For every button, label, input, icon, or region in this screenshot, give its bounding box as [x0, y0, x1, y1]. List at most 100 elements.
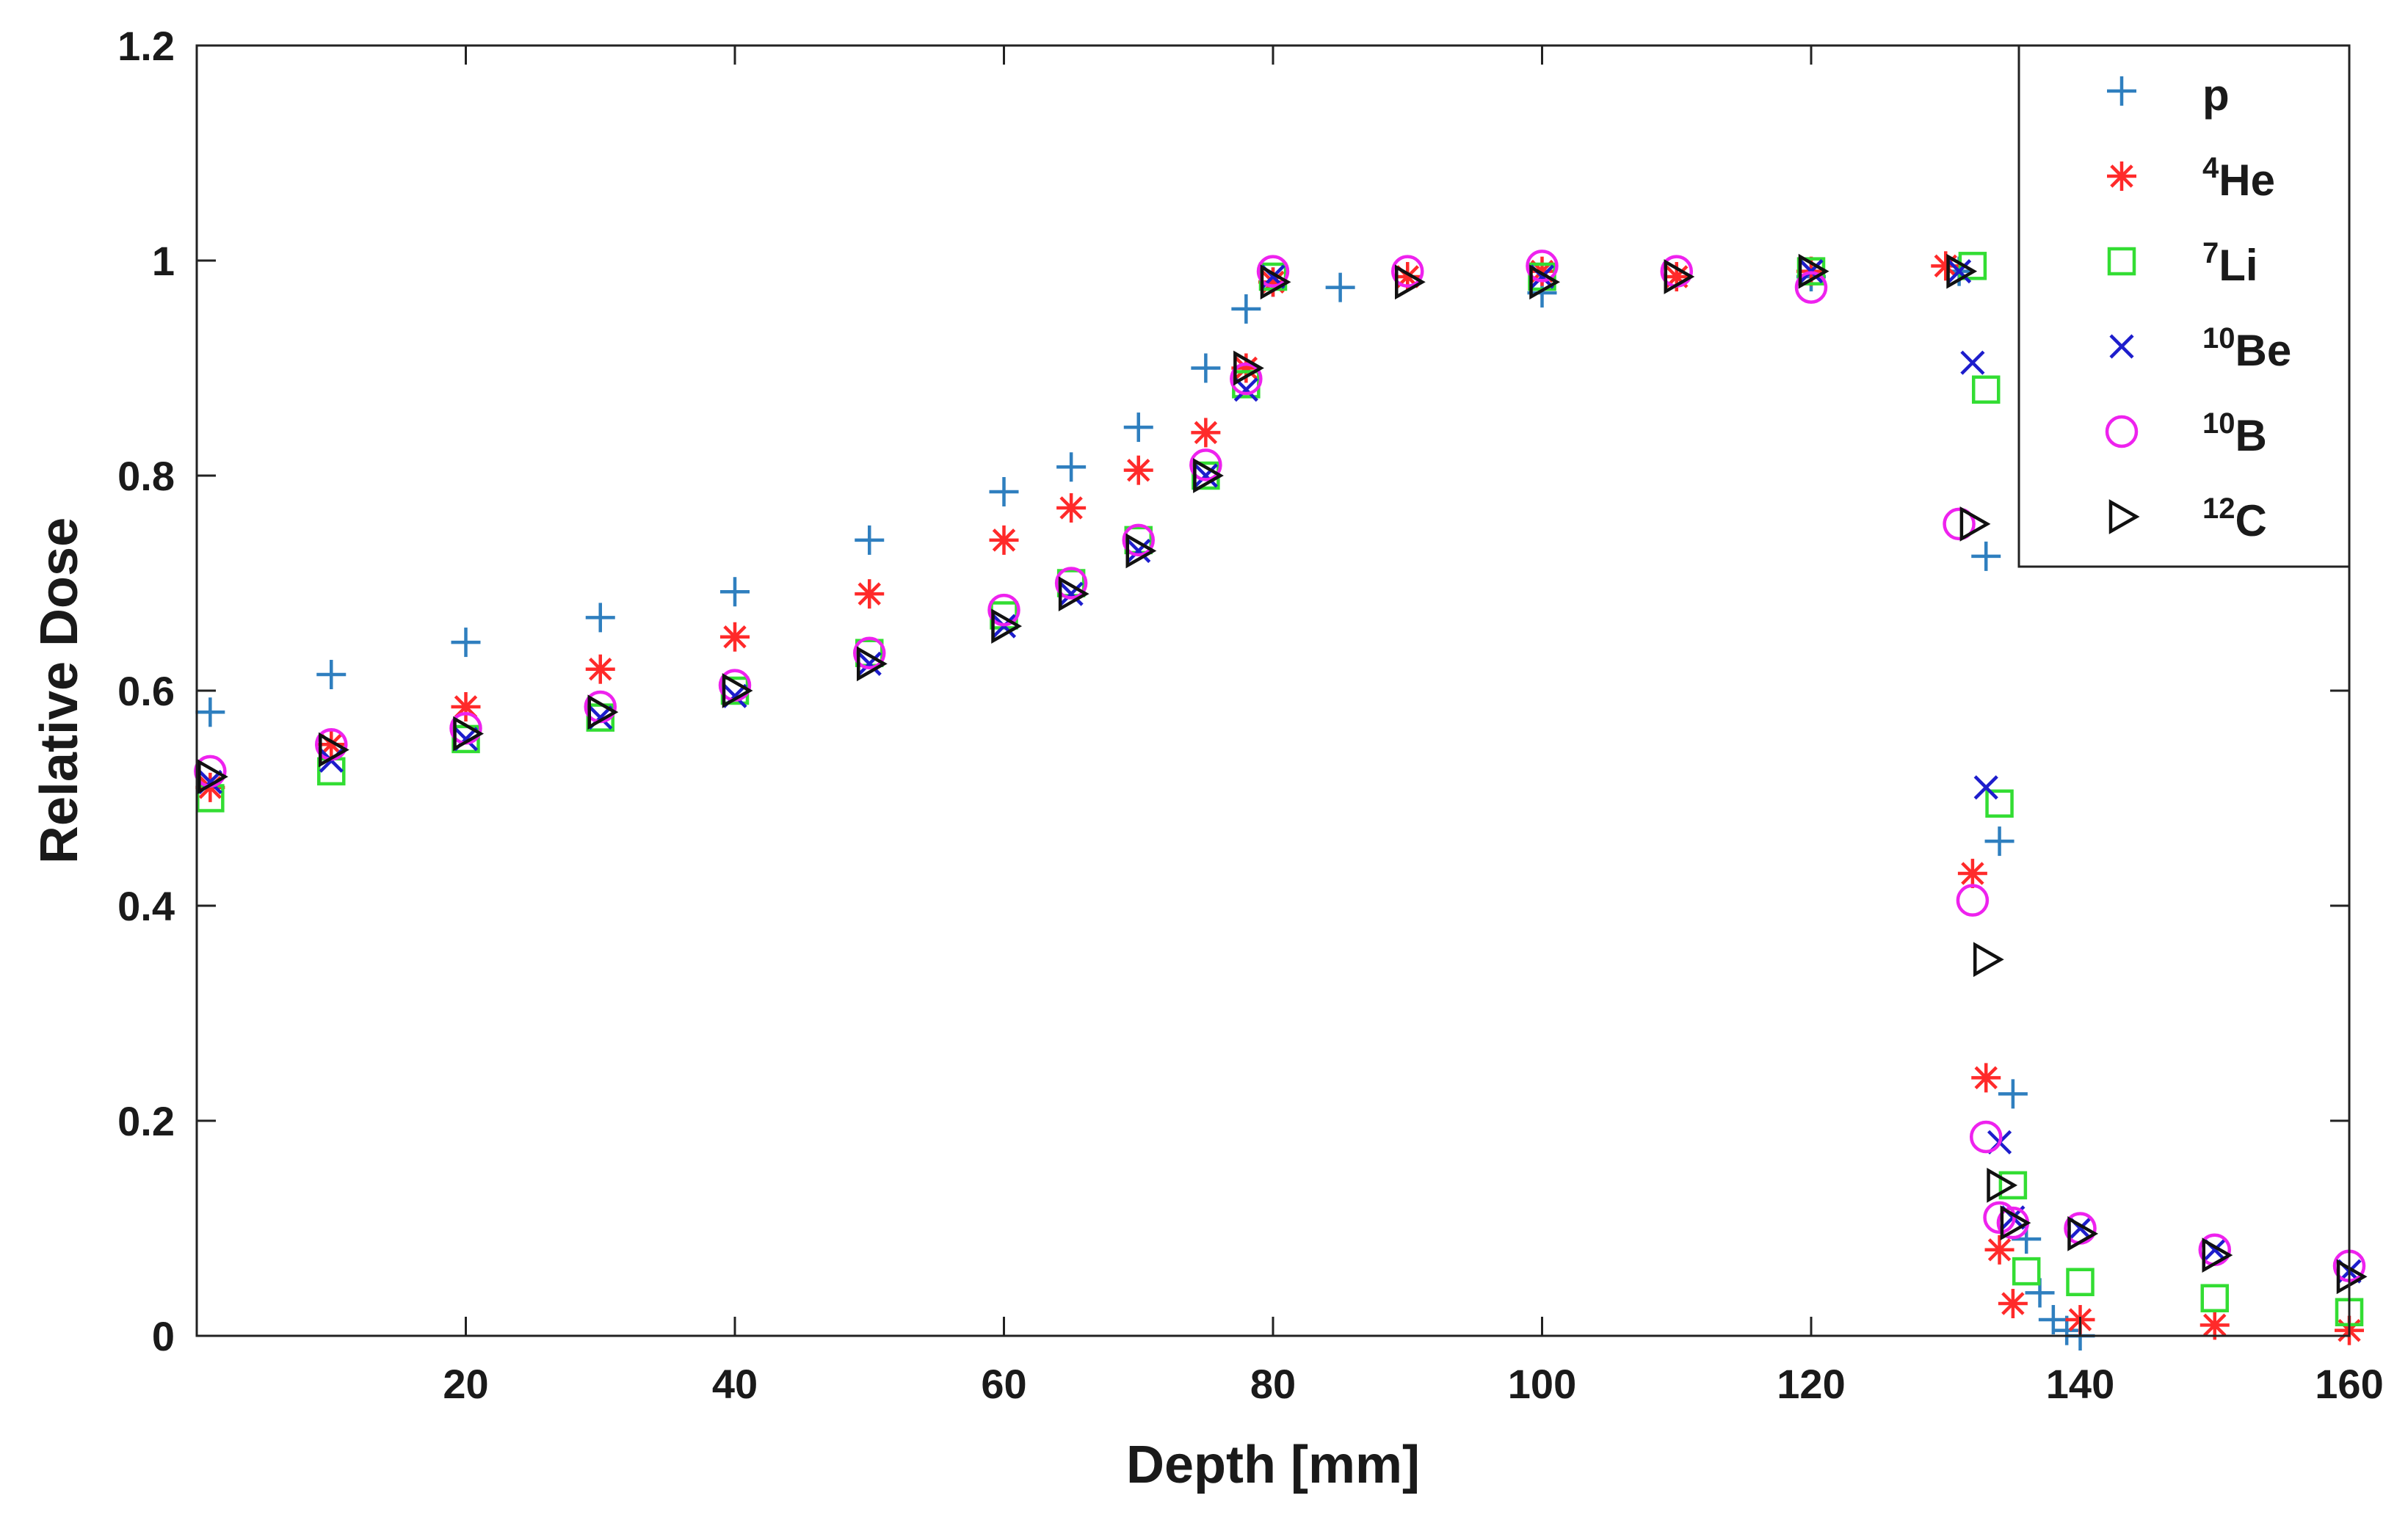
data-point-12c	[1260, 264, 1291, 300]
series-p	[195, 256, 2095, 1351]
y-tick-label: 0.8	[117, 453, 175, 499]
data-point-7li	[1985, 789, 2014, 818]
y-tick-label: 1	[152, 238, 175, 284]
data-point-p	[585, 603, 615, 633]
data-point-12c	[722, 673, 753, 708]
data-point-10b	[1526, 250, 1559, 283]
data-point-10be	[1059, 581, 1084, 606]
legend-label: 12C	[2202, 492, 2267, 545]
data-point-12c	[1193, 458, 1224, 493]
data-point-10b	[853, 636, 886, 669]
y-axis-label: Relative Dose	[30, 517, 89, 864]
x-tick-label: 100	[1508, 1361, 1576, 1407]
y-tick-label: 1.2	[117, 23, 175, 69]
data-point-10b	[1256, 255, 1290, 288]
legend-marker-4he	[2107, 161, 2136, 191]
data-point-12c	[2336, 1259, 2368, 1295]
data-point-4he	[1123, 455, 1153, 485]
data-point-12c	[319, 732, 349, 768]
data-point-4he	[720, 622, 750, 652]
series-10b	[194, 250, 2366, 1283]
data-point-12c	[1973, 942, 2004, 978]
legend-entry-p: p	[2107, 70, 2230, 120]
y-tick-label: 0.2	[117, 1098, 175, 1144]
data-point-10b	[1943, 507, 1976, 541]
data-point-p	[1191, 353, 1221, 383]
data-point-10b	[1956, 884, 1990, 917]
x-axis-label: Depth [mm]	[1126, 1436, 1420, 1494]
data-point-p	[1056, 452, 1087, 482]
data-point-12c	[2067, 1215, 2099, 1251]
legend-entry-4he: 4He	[2107, 152, 2275, 205]
x-tick-label: 140	[2046, 1361, 2114, 1407]
data-point-12c	[1529, 264, 1561, 300]
legend-box	[2017, 44, 2351, 568]
legend-entry-7li: 7Li	[2107, 237, 2258, 290]
data-point-7li	[1971, 375, 2001, 404]
data-point-12c	[587, 694, 619, 730]
data-point-4he	[1056, 492, 1087, 523]
x-tick-label: 20	[443, 1361, 488, 1407]
y-tick-label: 0	[152, 1313, 175, 1359]
data-point-10be	[1126, 538, 1151, 564]
data-point-10be	[1946, 259, 1972, 284]
legend-marker-p	[2107, 76, 2136, 106]
data-point-4he	[989, 525, 1019, 555]
data-point-12c	[1798, 253, 1829, 289]
data-point-12c	[453, 716, 485, 752]
data-point-12c	[1058, 576, 1089, 612]
data-point-4he	[855, 579, 885, 609]
data-point-12c	[2000, 1205, 2031, 1241]
data-point-12c	[197, 759, 228, 795]
data-point-p	[720, 577, 750, 607]
data-point-p	[316, 660, 347, 690]
x-tick-label: 120	[1777, 1361, 1845, 1407]
data-point-p	[1971, 541, 2001, 571]
data-point-12c	[1395, 264, 1426, 300]
data-point-7li	[1958, 252, 1987, 280]
legend: p 4He 7Li 10Be 10B 12C	[2017, 44, 2351, 568]
x-tick-label: 40	[712, 1361, 758, 1407]
data-point-10b	[1983, 1201, 2016, 1235]
data-point-p	[1998, 1079, 2028, 1109]
data-point-4he	[585, 654, 615, 684]
data-point-10be	[1973, 775, 1998, 800]
data-point-12c	[1987, 1168, 2018, 1203]
data-point-12c	[1946, 253, 1978, 289]
data-point-p	[989, 476, 1019, 506]
data-point-12c	[857, 646, 888, 682]
data-point-10be	[857, 651, 882, 676]
legend-label: 7Li	[2202, 237, 2258, 290]
data-point-4he	[1971, 1063, 2001, 1093]
data-point-7li	[2200, 1284, 2229, 1312]
series-12c	[197, 253, 2368, 1295]
data-point-12c	[2202, 1237, 2233, 1273]
data-point-10b	[1230, 362, 1263, 396]
y-tick-label: 0.4	[117, 883, 175, 929]
legend-label: 10B	[2202, 407, 2267, 460]
data-point-7li	[2012, 1257, 2041, 1286]
data-point-4he	[1957, 859, 1987, 889]
data-point-10b	[1969, 1120, 2003, 1154]
data-point-10b	[1189, 448, 1222, 481]
legend-marker-10b	[2105, 415, 2139, 448]
data-point-4he	[1191, 418, 1221, 448]
legend-entry-10be: 10Be	[2109, 322, 2291, 375]
data-point-p	[451, 628, 481, 658]
data-point-p	[855, 525, 885, 555]
data-point-12c	[1959, 506, 1991, 542]
data-point-12c	[1664, 259, 1695, 294]
y-tick-label: 0.6	[117, 668, 175, 714]
x-tick-label: 160	[2315, 1361, 2383, 1407]
data-point-7li	[2066, 1268, 2095, 1296]
data-point-10b	[1122, 523, 1155, 557]
data-point-4he	[1984, 1235, 2014, 1265]
data-point-10be	[1193, 463, 1218, 488]
legend-marker-7li	[2107, 247, 2136, 276]
data-point-4he	[1998, 1289, 2028, 1319]
data-point-10b	[1054, 567, 1088, 600]
data-point-10b	[987, 593, 1020, 627]
legend-marker-10be	[2109, 334, 2134, 359]
